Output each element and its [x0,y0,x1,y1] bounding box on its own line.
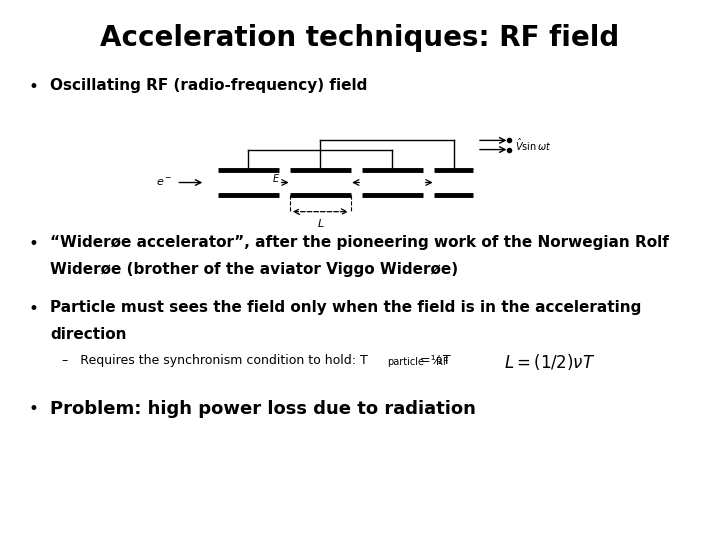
Text: •: • [29,78,39,96]
Text: E: E [273,174,279,184]
Text: Acceleration techniques: RF field: Acceleration techniques: RF field [100,24,620,52]
Text: $L = (1/2)\nu T$: $L = (1/2)\nu T$ [504,352,595,372]
Text: Particle must sees the field only when the field is in the accelerating: Particle must sees the field only when t… [50,300,642,315]
Text: $e^-$: $e^-$ [156,177,173,188]
Text: “Widerøe accelerator”, after the pioneering work of the Norwegian Rolf: “Widerøe accelerator”, after the pioneer… [50,235,670,250]
Text: =½T: =½T [416,354,451,367]
Text: $\hat{V}\sin\omega t$: $\hat{V}\sin\omega t$ [516,137,552,153]
Text: –   Requires the synchronism condition to hold: T: – Requires the synchronism condition to … [54,354,368,367]
Text: RF: RF [436,357,449,367]
Text: particle: particle [387,357,424,367]
Text: •: • [29,300,39,318]
Text: •: • [29,400,39,417]
Text: Problem: high power loss due to radiation: Problem: high power loss due to radiatio… [50,400,476,417]
Text: Oscillating RF (radio-frequency) field: Oscillating RF (radio-frequency) field [50,78,368,93]
Text: direction: direction [50,327,127,342]
Text: L: L [318,219,323,229]
Text: Widerøe (brother of the aviator Viggo Widerøe): Widerøe (brother of the aviator Viggo Wi… [50,262,459,277]
Text: •: • [29,235,39,253]
